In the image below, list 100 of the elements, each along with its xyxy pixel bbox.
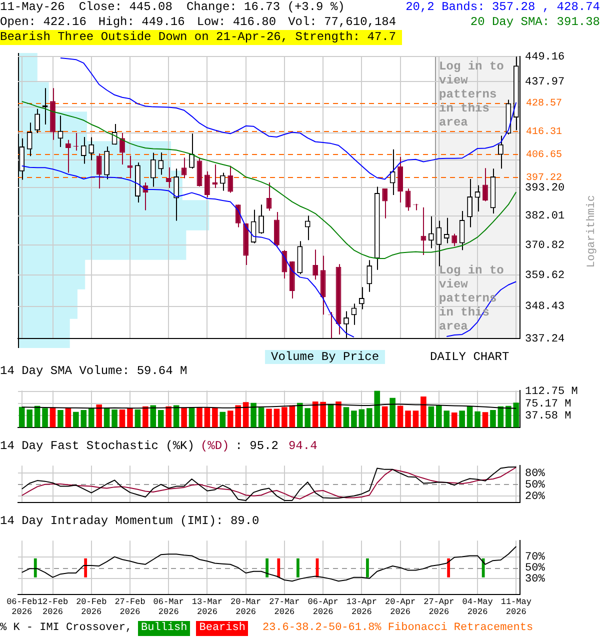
x-tick-label: 27-Mar 2026 [269, 596, 300, 618]
text: Open: 422.16 [0, 15, 86, 29]
candlestick [104, 146, 110, 180]
text: 94.4 [288, 439, 318, 453]
ref-line-label: 406.65 [526, 150, 562, 162]
bar [258, 407, 264, 428]
y-tick-label: 112.75 M [525, 386, 578, 398]
candlestick [65, 139, 71, 174]
bar [282, 407, 288, 428]
x-tick-label: 06-Mar 2026 [153, 596, 184, 618]
bar [134, 409, 141, 428]
bar [250, 402, 256, 428]
candlestick [212, 164, 218, 188]
bar [73, 412, 79, 428]
text: 20,2 Bands: 357.28 , 428.74 [406, 0, 600, 15]
candlestick [80, 136, 86, 164]
y-tick-label: 80% [525, 468, 546, 480]
y-tick-label: 359.62 [525, 270, 565, 282]
candlestick [366, 260, 372, 292]
text: High: 449.16 [98, 15, 185, 29]
y-tick-label: 393.20 [525, 182, 565, 194]
bar [382, 406, 388, 428]
candlestick [26, 122, 32, 157]
y-tick-label: 37.58 M [525, 410, 572, 422]
candlestick [459, 210, 465, 251]
candlestick [467, 178, 473, 228]
bar [220, 412, 226, 428]
bar [196, 407, 202, 428]
bar [119, 409, 126, 428]
bar [412, 410, 419, 428]
x-tick-label: 06-Apr 2026 [308, 596, 338, 618]
text: 11-May-26 [0, 0, 65, 14]
text: 20 Day SMA: 391.38 [470, 15, 600, 30]
bar [451, 412, 458, 428]
candlestick [444, 217, 450, 244]
x-tick-label: 04-May 2026 [462, 596, 493, 618]
text: Close: 445.08 [78, 0, 172, 14]
bar [204, 408, 210, 428]
y-tick-label: 75.17 M [525, 398, 572, 410]
bar [482, 412, 488, 428]
bar [390, 398, 396, 428]
text: 95.2 [250, 439, 278, 453]
text: Bearish Three Outside Down on 21-Apr-26, Strength: 47.7 [0, 30, 402, 45]
annotation: Log in to view patterns in this area [439, 60, 504, 130]
candlestick [166, 166, 172, 188]
candlestick [304, 215, 310, 241]
bar [104, 408, 110, 428]
candlestick [174, 168, 180, 222]
bar [266, 408, 272, 428]
bar [158, 410, 164, 428]
y-tick-label: 70% [525, 552, 546, 564]
candlestick [73, 132, 79, 152]
candlestick [96, 153, 102, 189]
candlestick [405, 188, 411, 212]
bar [181, 408, 187, 428]
text: Low: 416.80 [196, 15, 276, 29]
x-tick-label: 13-Mar 2026 [192, 596, 223, 618]
chart-title: 14 Day SMA Volume: 59.64 M [0, 364, 188, 379]
text: Volume By Price [265, 350, 386, 364]
y-axis-title: Logarithmic [586, 195, 598, 268]
y-tick-label: 370.82 [525, 240, 565, 252]
bar [88, 408, 94, 428]
x-tick-label: 13-Apr 2026 [346, 596, 377, 618]
candlestick [358, 286, 364, 310]
y-tick-label: 348.43 [525, 301, 565, 314]
bar [490, 410, 496, 428]
candlestick [189, 133, 194, 170]
candlestick [34, 108, 40, 134]
text: DAILY CHART [430, 350, 510, 364]
bar [351, 410, 357, 428]
y-tick-label: 20% [525, 490, 546, 503]
bar [358, 409, 365, 428]
bar [274, 408, 280, 428]
bar [289, 405, 296, 428]
candlestick [150, 152, 156, 188]
candlestick [204, 170, 210, 198]
text: 23.6-38.2-50-61.8% Fibonacci Retracements [262, 621, 534, 636]
candlestick [398, 156, 403, 204]
bar [80, 410, 87, 428]
text: Change: 16.73 (+3.9 %) [186, 0, 345, 14]
y-tick-label: 449.16 [525, 52, 565, 64]
bar [343, 407, 350, 428]
y-tick-label: 50% [525, 562, 546, 575]
text: Bearish [196, 621, 248, 636]
text: (%K) [166, 439, 194, 453]
x-tick-label: 11-May 2026 [500, 596, 532, 618]
y-tick-label: 337.24 [525, 333, 566, 346]
bar [420, 396, 426, 428]
bar [173, 405, 180, 428]
y-tick-label: 50% [525, 479, 546, 492]
x-tick-label: 20-Apr 2026 [384, 596, 416, 618]
ref-line-label: 416.31 [526, 126, 562, 138]
bar [96, 404, 102, 428]
ref-line-label: 397.22 [526, 173, 562, 184]
y-tick-label: 437.97 [525, 76, 565, 88]
x-tick-label: 12-Feb 2026 [37, 596, 68, 618]
candlestick [258, 204, 264, 234]
bar [212, 408, 218, 428]
candlestick [436, 220, 442, 267]
candlestick [482, 168, 488, 202]
